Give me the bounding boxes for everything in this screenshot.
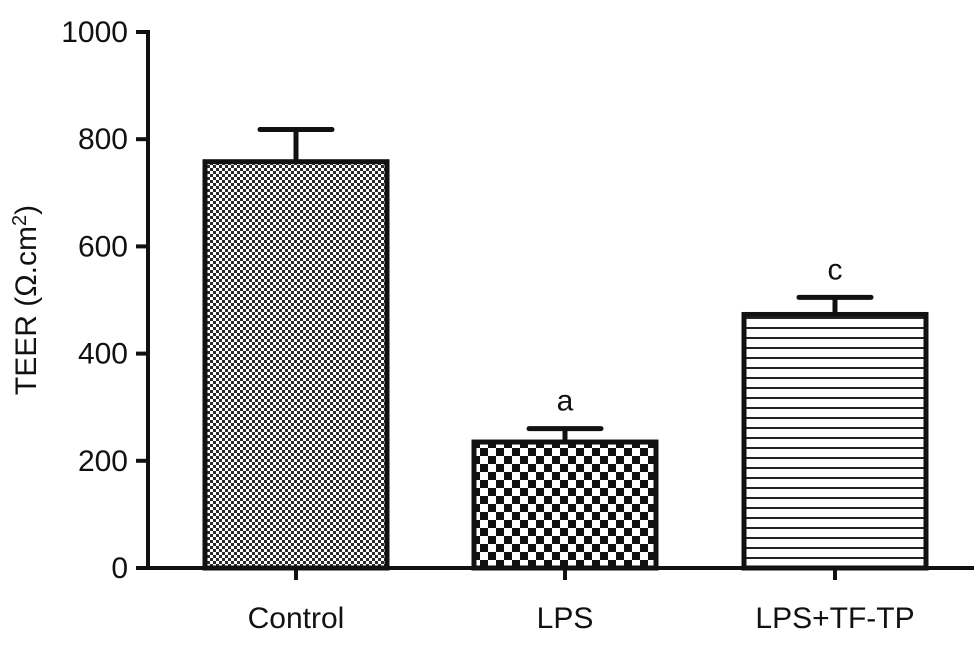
bars — [202, 159, 929, 571]
y-tick-label: 0 — [111, 552, 128, 585]
significance-label: a — [557, 385, 574, 418]
y-axis-title-main: TEER (Ω.cm — [10, 226, 43, 395]
y-axis-title-superscript: 2 — [9, 215, 31, 226]
y-tick-label: 600 — [78, 230, 128, 263]
x-category-label: Control — [248, 602, 345, 635]
y-axis-title: TEER (Ω.cm2) — [9, 205, 43, 395]
y-tick-label: 400 — [78, 338, 128, 371]
y-tick-label: 1000 — [61, 16, 128, 49]
x-category-label: LPS+TF-TP — [755, 602, 914, 635]
significance-label: c — [828, 253, 843, 286]
labels: 0 200 400 600 800 1000 a c Control LPS LPS+TF-TP — [61, 16, 914, 635]
error-bars — [257, 127, 874, 443]
bar-lps — [471, 439, 659, 571]
y-axis-title-end: ) — [10, 205, 43, 215]
bar-lps-tf-tp — [741, 311, 929, 571]
y-tick-label: 800 — [78, 123, 128, 156]
y-tick-label: 200 — [78, 445, 128, 478]
x-category-label: LPS — [537, 602, 594, 635]
bar-control — [202, 159, 390, 571]
